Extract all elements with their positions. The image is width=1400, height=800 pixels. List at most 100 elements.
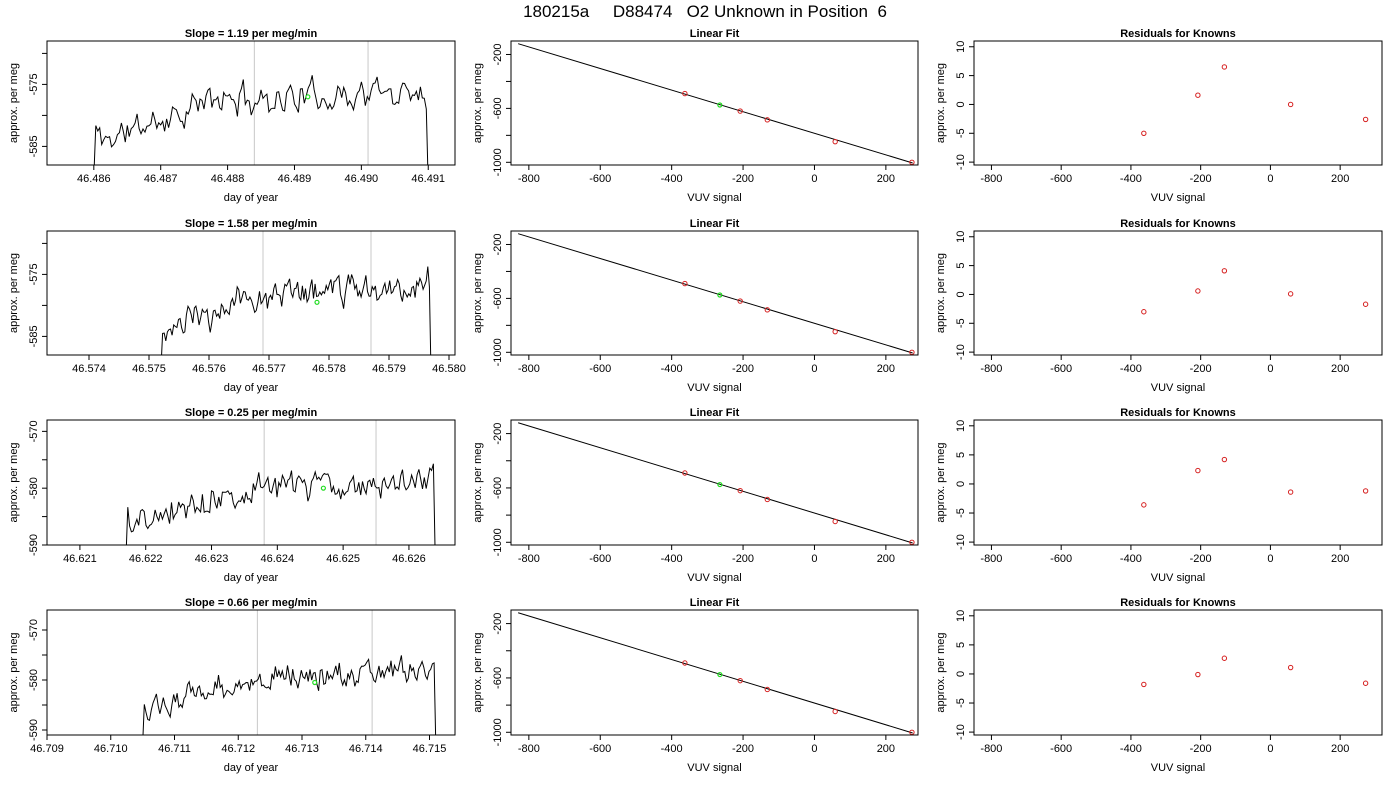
- panel-title: Slope = 0.25 per meg/min: [185, 407, 318, 419]
- known-point: [682, 280, 688, 287]
- x-tick-label: 46.576: [192, 363, 226, 375]
- y-tick-label: 5: [955, 263, 967, 269]
- x-tick-label: 46.491: [411, 173, 445, 185]
- x-tick-label: -400: [661, 743, 683, 755]
- panel-title: Linear Fit: [690, 597, 740, 609]
- fit-line: [517, 422, 913, 544]
- x-tick-label: 0: [811, 363, 817, 375]
- y-tick-label: -5: [955, 508, 967, 518]
- x-tick-label: 46.626: [392, 553, 426, 565]
- x-tick-label: -200: [732, 173, 754, 185]
- y-axis-label: approx. per meg: [935, 63, 947, 143]
- known-point: [682, 660, 688, 666]
- panel-title: Linear Fit: [690, 407, 740, 419]
- unknown-point: [717, 671, 723, 678]
- known-point: [909, 539, 915, 545]
- panel-r3c3: Residuals for Knowns -800 -600 -400 -200 0 200…: [935, 407, 1383, 584]
- y-tick-label: 10: [955, 231, 967, 243]
- x-axis-label: day of year: [224, 762, 279, 774]
- plot-frame: [973, 230, 1383, 356]
- panel-r4c2: Linear Fit -800 -600 -400 -200 0 200 -1000 -600 -…: [472, 597, 919, 774]
- y-tick-label: 0: [955, 671, 967, 677]
- unknown-point: [717, 481, 723, 488]
- x-tick-label: -800: [518, 363, 540, 375]
- known-point: [737, 677, 743, 684]
- x-tick-label: 46.709: [30, 743, 64, 755]
- signal-trace: [161, 266, 432, 355]
- y-tick-label: -1000: [492, 718, 504, 746]
- panel-grid: Slope = 1.19 per meg/min 46.486 46.487 46.4…: [8, 28, 1383, 774]
- y-tick-label: 10: [955, 420, 967, 432]
- known-point: [1287, 664, 1294, 671]
- x-tick-label: -200: [1190, 553, 1212, 565]
- known-point: [764, 307, 771, 313]
- y-tick-label: -5: [955, 318, 967, 328]
- signal-trace: [142, 655, 437, 735]
- x-axis-label: day of year: [224, 382, 279, 394]
- panel-title: Residuals for Knowns: [1120, 407, 1236, 419]
- plot-frame: [46, 40, 456, 166]
- x-tick-label: -800: [980, 363, 1002, 375]
- x-tick-label: 0: [811, 553, 817, 565]
- known-point: [1287, 101, 1294, 108]
- x-axis-label: day of year: [224, 572, 279, 584]
- y-tick-label: -200: [492, 43, 504, 65]
- x-tick-label: 200: [877, 743, 895, 755]
- known-point: [1221, 268, 1228, 274]
- x-tick-label: -200: [732, 743, 754, 755]
- x-tick-label: 46.712: [221, 743, 255, 755]
- x-tick-label: -400: [661, 363, 683, 375]
- unknown-point: [305, 94, 311, 100]
- y-axis-label: approx. per meg: [8, 632, 20, 712]
- plot-frame: [510, 419, 919, 546]
- y-tick-label: -1000: [492, 148, 504, 176]
- y-tick-label: 10: [955, 610, 967, 622]
- known-point: [909, 729, 915, 735]
- x-tick-label: -400: [1120, 553, 1142, 565]
- x-tick-label: -200: [1190, 363, 1212, 375]
- panel-title: Slope = 0.66 per meg/min: [185, 597, 318, 609]
- known-point: [1195, 288, 1201, 294]
- known-point: [1287, 489, 1294, 495]
- x-tick-label: 200: [877, 173, 895, 185]
- y-tick-label: -200: [492, 233, 504, 255]
- fit-line: [517, 233, 913, 354]
- y-axis-label: approx. per meg: [472, 632, 484, 712]
- panel-r2c3: Residuals for Knowns -800 -600 -400 -200 0 200…: [935, 218, 1383, 394]
- y-tick-label: 10: [955, 41, 967, 53]
- x-axis-label: VUV signal: [1151, 572, 1205, 584]
- plot-frame: [973, 40, 1383, 166]
- known-point: [832, 138, 838, 145]
- known-point: [1195, 467, 1201, 474]
- x-tick-label: -800: [980, 553, 1002, 565]
- x-tick-label: 0: [1267, 743, 1273, 755]
- x-tick-label: -600: [589, 173, 611, 185]
- y-tick-label: 5: [955, 73, 967, 79]
- y-tick-label: -570: [28, 420, 40, 442]
- y-tick-label: -600: [492, 477, 504, 499]
- known-point: [1362, 116, 1369, 123]
- x-tick-label: 200: [877, 553, 895, 565]
- known-point: [737, 298, 743, 304]
- y-tick-label: -600: [492, 287, 504, 309]
- y-tick-label: -590: [28, 719, 40, 741]
- x-tick-label: 46.580: [432, 363, 466, 375]
- panel-title: Slope = 1.58 per meg/min: [185, 218, 318, 230]
- unknown-point: [312, 679, 318, 686]
- x-tick-label: -400: [1120, 173, 1142, 185]
- known-point: [1221, 64, 1228, 70]
- panel-r1c3: Residuals for Knowns -800 -600 -400 -200 0 200…: [935, 28, 1383, 204]
- x-tick-label: 200: [877, 363, 895, 375]
- x-tick-label: -600: [589, 363, 611, 375]
- known-point: [1141, 309, 1147, 315]
- x-tick-label: -400: [661, 173, 683, 185]
- panel-r4c1: Slope = 0.66 per meg/min 46.709 46.710 46.7…: [8, 597, 456, 774]
- x-tick-label: 200: [1331, 173, 1349, 185]
- y-tick-label: -585: [28, 135, 40, 157]
- x-tick-label: 200: [1331, 553, 1349, 565]
- known-point: [1195, 92, 1201, 98]
- x-tick-label: 46.625: [326, 553, 360, 565]
- known-point: [832, 328, 838, 335]
- x-tick-label: 46.577: [252, 363, 286, 375]
